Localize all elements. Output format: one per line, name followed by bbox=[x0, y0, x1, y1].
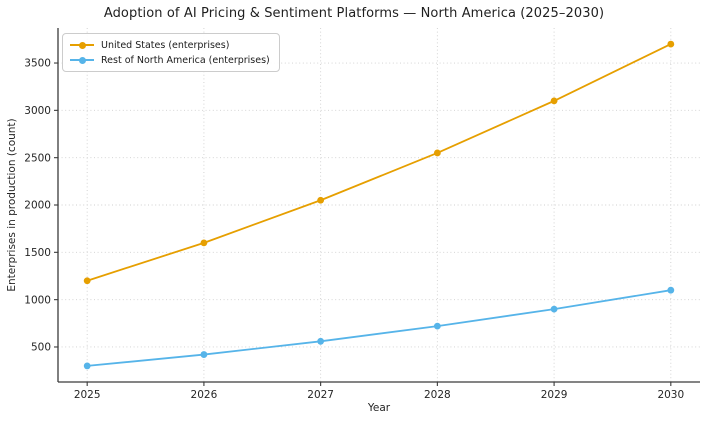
x-tick-label: 2030 bbox=[657, 389, 684, 401]
data-point-marker bbox=[83, 277, 91, 285]
y-tick-label: 1500 bbox=[24, 247, 51, 259]
x-tick-label: 2029 bbox=[541, 389, 568, 401]
data-point-marker bbox=[550, 305, 558, 313]
legend-label: Rest of North America (enterprises) bbox=[101, 54, 270, 66]
series-line bbox=[86, 289, 672, 367]
legend: United States (enterprises) Rest of Nort… bbox=[62, 33, 280, 72]
legend-item-rest-of-north-america: Rest of North America (enterprises) bbox=[70, 54, 270, 66]
y-tick-label: 2500 bbox=[24, 152, 51, 164]
legend-label: United States (enterprises) bbox=[101, 39, 230, 51]
y-tick-label: 500 bbox=[31, 342, 51, 354]
data-point-marker bbox=[83, 362, 91, 370]
x-tick-label: 2026 bbox=[191, 389, 218, 401]
x-tick-label: 2025 bbox=[74, 389, 101, 401]
y-tick-label: 2000 bbox=[24, 200, 51, 212]
y-axis-label: Enterprises in production (count) bbox=[6, 118, 18, 291]
y-tick-label: 3500 bbox=[24, 58, 51, 70]
x-tick-label: 2028 bbox=[424, 389, 451, 401]
legend-marker-line-dot-icon bbox=[70, 39, 94, 51]
legend-dot-swatch bbox=[79, 42, 86, 49]
data-point-marker bbox=[433, 322, 441, 330]
data-point-marker bbox=[317, 337, 325, 345]
legend-dot-swatch bbox=[79, 57, 86, 64]
y-tick-label: 1000 bbox=[24, 294, 51, 306]
data-point-marker bbox=[317, 196, 325, 204]
chart-title: Adoption of AI Pricing & Sentiment Platf… bbox=[103, 6, 605, 21]
data-point-marker bbox=[667, 286, 675, 294]
legend-item-united-states: United States (enterprises) bbox=[70, 39, 270, 51]
data-point-marker bbox=[200, 351, 208, 358]
data-point-marker bbox=[550, 97, 558, 105]
y-tick-label: 3000 bbox=[24, 105, 51, 117]
x-tick-label: 2027 bbox=[307, 389, 334, 401]
series-line bbox=[86, 43, 672, 282]
legend-marker-line-dot-icon bbox=[70, 54, 94, 66]
x-axis-label: Year bbox=[367, 402, 391, 414]
data-point-marker bbox=[200, 239, 208, 247]
data-point-marker bbox=[433, 149, 441, 157]
data-point-marker bbox=[667, 40, 675, 48]
